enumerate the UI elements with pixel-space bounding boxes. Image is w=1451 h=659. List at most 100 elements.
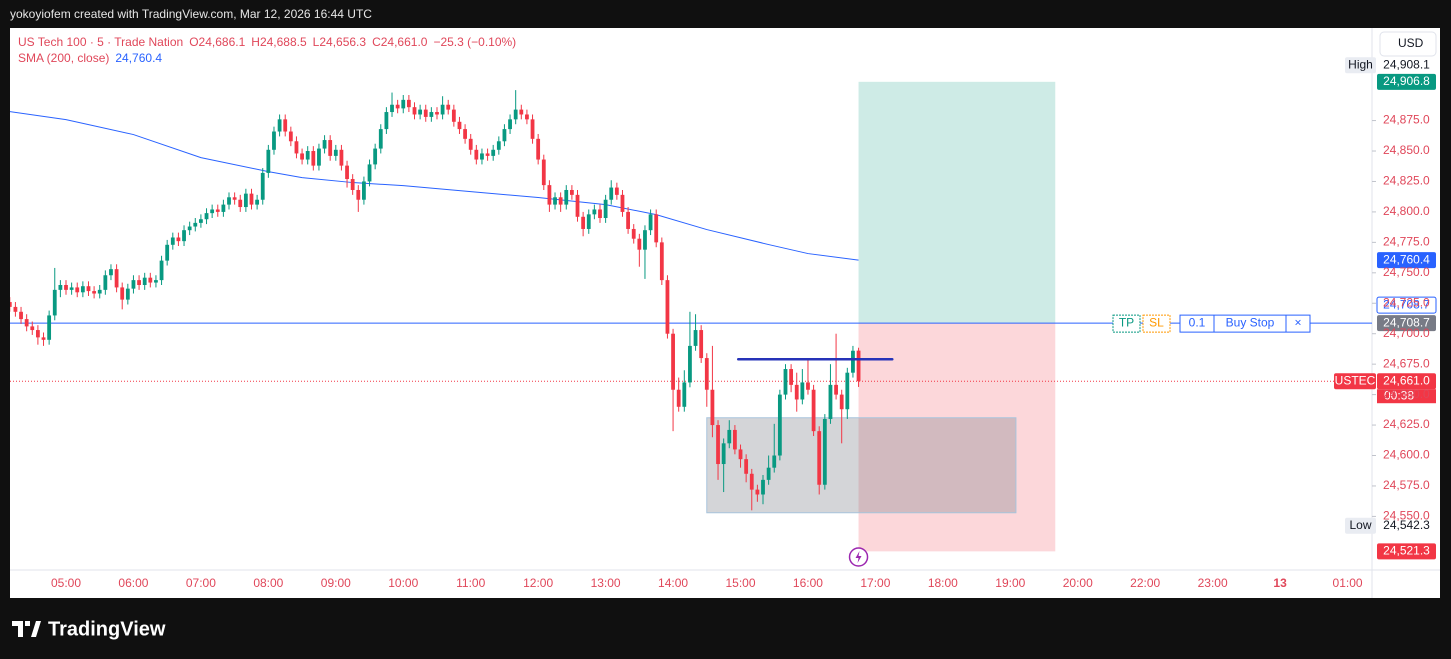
candle-body bbox=[845, 372, 850, 410]
candle-body bbox=[766, 467, 771, 480]
candle-body bbox=[193, 222, 198, 227]
legend-text: O bbox=[189, 35, 198, 49]
candle-body bbox=[553, 197, 557, 205]
price-tag-label: 24,542.3 bbox=[1383, 518, 1430, 532]
candle-body bbox=[328, 140, 333, 156]
x-tick-label: 09:00 bbox=[321, 576, 351, 590]
candle-body bbox=[485, 153, 490, 156]
candle-body bbox=[24, 319, 29, 327]
candle-body bbox=[592, 209, 597, 215]
candle-body bbox=[474, 149, 479, 160]
x-tick-label: 14:00 bbox=[658, 576, 688, 590]
x-tick-label: 06:00 bbox=[118, 576, 148, 590]
x-tick-label: 15:00 bbox=[725, 576, 755, 590]
candle-body bbox=[311, 151, 316, 166]
x-tick-label: 13 bbox=[1273, 576, 1287, 590]
candle-body bbox=[676, 389, 681, 407]
candle-body bbox=[586, 214, 591, 229]
currency-button[interactable] bbox=[1379, 31, 1437, 57]
event-bolt bbox=[855, 551, 862, 563]
candle-body bbox=[822, 418, 827, 485]
candle-body bbox=[603, 199, 608, 219]
overlay: TP SL 0.1 Buy Stop × 24,908.1 High 24,906.8 24,7… bbox=[848, 57, 1437, 567]
candle-body bbox=[772, 455, 777, 468]
candle-body bbox=[806, 382, 810, 390]
price-tag bbox=[1376, 296, 1437, 314]
price-tag-label: 24,906.8 bbox=[1383, 74, 1430, 88]
credit: yokoyiofem created with TradingView.com,… bbox=[10, 7, 372, 21]
candle-body bbox=[783, 369, 788, 395]
candle-body bbox=[451, 109, 456, 122]
candle-body bbox=[125, 288, 130, 300]
candle-body bbox=[97, 289, 102, 294]
candle-body bbox=[732, 429, 737, 450]
candle-body bbox=[75, 287, 80, 293]
candle-body bbox=[744, 459, 749, 474]
candle-body bbox=[412, 107, 417, 115]
candle-body bbox=[64, 284, 68, 290]
candle-body bbox=[221, 204, 226, 212]
range-box bbox=[706, 417, 1017, 514]
candle-body bbox=[333, 149, 338, 156]
candle-body bbox=[288, 131, 293, 142]
candle-body bbox=[305, 151, 310, 160]
legend-text: 24,688.5 bbox=[260, 35, 307, 49]
candle-body bbox=[170, 237, 175, 245]
candle-body bbox=[671, 333, 675, 390]
candle-body bbox=[272, 131, 276, 150]
x-tick-label: 01:00 bbox=[1333, 576, 1363, 590]
candle-body bbox=[19, 311, 23, 320]
candle-body bbox=[519, 109, 524, 115]
x-tick-label: 16:00 bbox=[793, 576, 823, 590]
y-tick-label: 24,625.0 bbox=[1383, 417, 1430, 431]
candle-body bbox=[345, 165, 349, 180]
tp: TP bbox=[1119, 315, 1134, 329]
price-tag bbox=[1377, 315, 1436, 332]
candle-body bbox=[373, 148, 378, 165]
y-tick-label: 24,600.0 bbox=[1383, 448, 1430, 462]
sma-legend-value: 24,760.4 bbox=[115, 51, 162, 65]
candle-body bbox=[199, 219, 203, 223]
candle-body bbox=[851, 350, 855, 373]
order-close: × bbox=[1294, 315, 1301, 329]
order-kind: Buy Stop bbox=[1226, 315, 1275, 329]
candle-body bbox=[761, 479, 765, 495]
candle-body bbox=[491, 149, 496, 156]
candle-body bbox=[339, 149, 344, 166]
candle-body bbox=[839, 394, 844, 410]
candle-body bbox=[255, 199, 260, 205]
candle-body bbox=[159, 260, 164, 281]
candle-body bbox=[468, 138, 473, 150]
candle-body bbox=[300, 153, 304, 160]
candle-body bbox=[710, 389, 715, 426]
price-tag-name: Low bbox=[1349, 518, 1371, 532]
x-tick-label: 18:00 bbox=[928, 576, 958, 590]
candle-body bbox=[435, 112, 439, 115]
candle-body bbox=[423, 109, 428, 117]
candle-body bbox=[789, 369, 794, 385]
candle-body bbox=[406, 99, 411, 108]
y-tick-label: 24,800.0 bbox=[1383, 204, 1430, 218]
candle-body bbox=[120, 287, 125, 300]
price-tag-name: USTEC bbox=[1335, 373, 1376, 387]
candle-body bbox=[103, 275, 108, 290]
x-tick-label: 20:00 bbox=[1063, 576, 1093, 590]
candle-body bbox=[637, 238, 642, 250]
candle-body bbox=[727, 429, 732, 444]
candle-body bbox=[564, 189, 569, 205]
candle-body bbox=[508, 119, 512, 130]
candle-body bbox=[350, 179, 355, 190]
candle-body bbox=[266, 149, 271, 173]
y-tick-label: 24,725.0 bbox=[1383, 295, 1430, 309]
order-qty: 0.1 bbox=[1189, 315, 1206, 329]
chart-panel bbox=[10, 28, 1440, 598]
candle-body bbox=[243, 193, 248, 208]
candle-body bbox=[35, 330, 40, 338]
candle-body bbox=[682, 382, 687, 407]
candle-body bbox=[322, 140, 327, 149]
candle-body bbox=[384, 112, 389, 130]
stop-zone bbox=[858, 323, 1056, 552]
candle-body bbox=[643, 230, 647, 250]
price-tag-label: 24,661.0 bbox=[1383, 373, 1430, 387]
